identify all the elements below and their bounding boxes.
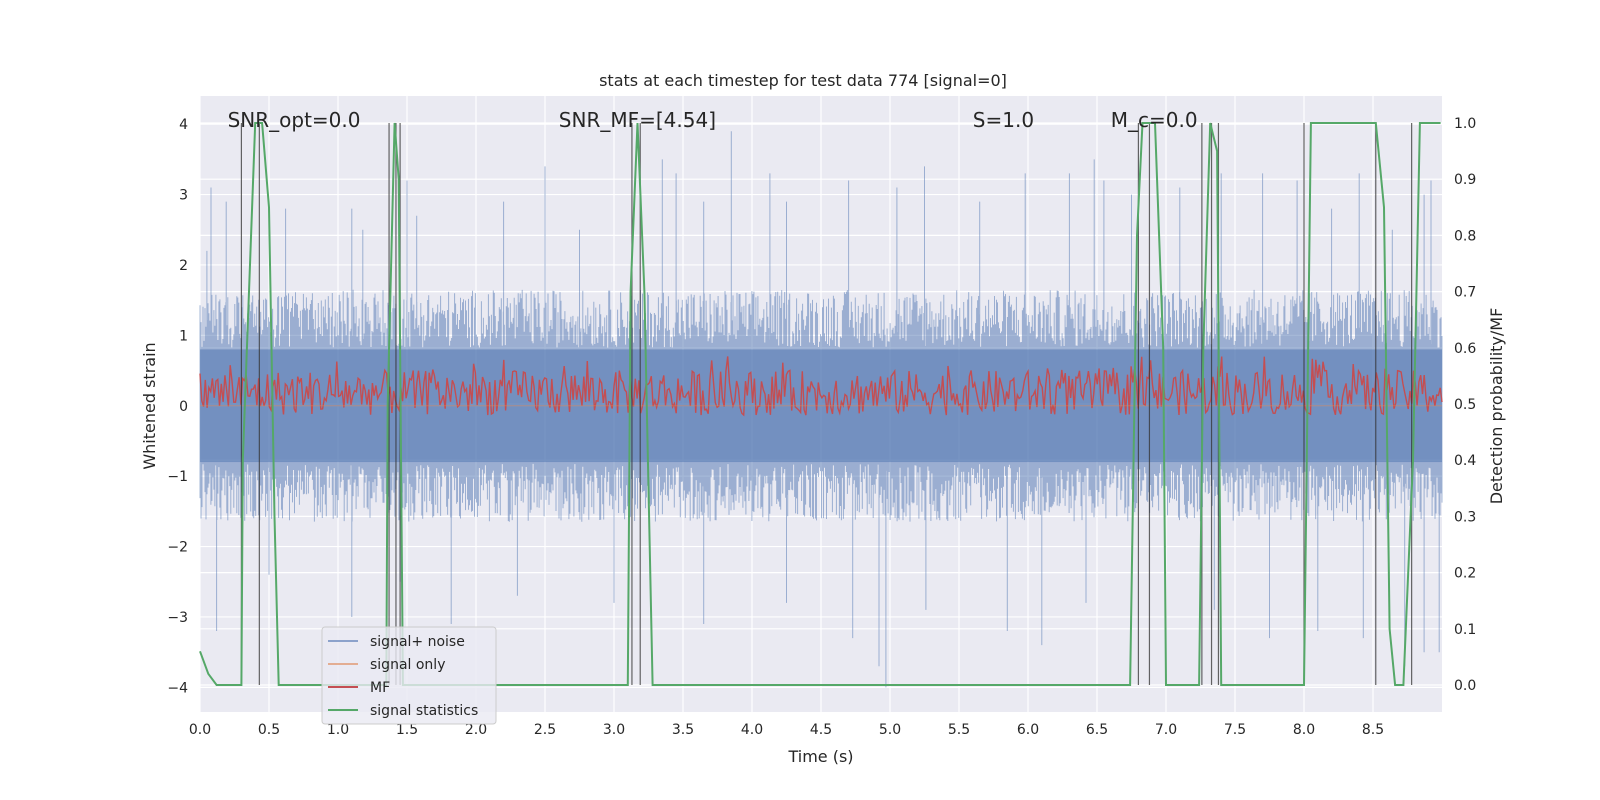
y-right-tick-label: 0.6: [1454, 341, 1476, 357]
legend-box: [321, 626, 497, 725]
y-right-tick-label: 0.8: [1454, 228, 1476, 244]
x-tick-label: 1.5: [396, 722, 418, 738]
annotation-s: S=1.0: [973, 108, 1034, 132]
annotation-snr-opt: SNR_opt=0.0: [228, 108, 361, 132]
x-tick-label: 6.5: [1086, 722, 1108, 738]
x-tick-label: 7.0: [1155, 722, 1177, 738]
y-right-tick-label: 0.4: [1454, 453, 1476, 469]
y-right-tick-label: 0.1: [1454, 622, 1476, 638]
x-axis-ticks: 0.0 0.5 1.0 1.5 2.0 2.5 3.0 3.5 4.0 4.5 5.0 5.5 6.0 6…: [189, 722, 1384, 738]
y-tick-label: −4: [167, 680, 188, 696]
y-right-tick-label: 0.5: [1454, 397, 1476, 413]
y-axis-label-right: Detection probability/MF: [1487, 308, 1506, 505]
series-mf: [199, 356, 1443, 417]
x-tick-label: 7.5: [1224, 722, 1246, 738]
x-tick-label: 4.5: [810, 722, 832, 738]
legend: signal+ noise signal only MF signal statist…: [321, 626, 497, 725]
x-tick-label: 1.0: [327, 722, 349, 738]
y-tick-label: 3: [179, 188, 188, 204]
x-tick-label: 0.0: [189, 722, 211, 738]
y-tick-label: 2: [179, 258, 188, 274]
signal-statistics-line: [199, 122, 1441, 686]
x-tick-label: 2.0: [465, 722, 487, 738]
legend-label: signal statistics: [370, 703, 478, 719]
y-axis-ticks-right: 0.0 0.1 0.2 0.3 0.4 0.5 0.6 0.7 0.8 0.9 1.0: [1454, 116, 1476, 694]
y-tick-label: 4: [179, 117, 188, 133]
annotations: SNR_opt=0.0 SNR_MF=[4.54] S=1.0 M_c=0.0: [228, 108, 1198, 132]
chart-title: stats at each timestep for test data 774…: [599, 71, 1007, 90]
legend-label: signal only: [370, 657, 445, 673]
y-axis-label-left: Whitened strain: [140, 342, 159, 469]
x-tick-label: 4.0: [741, 722, 763, 738]
x-axis-label: Time (s): [787, 747, 853, 766]
x-tick-label: 3.5: [672, 722, 694, 738]
x-tick-label: 6.0: [1017, 722, 1039, 738]
y-right-tick-label: 1.0: [1454, 116, 1476, 132]
x-tick-label: 0.5: [258, 722, 280, 738]
y-axis-ticks-left: −4 −3 −2 −1 0 1 2 3 4: [167, 117, 188, 696]
legend-label: MF: [370, 680, 390, 696]
x-tick-label: 2.5: [534, 722, 556, 738]
y-right-tick-label: 0.7: [1454, 285, 1476, 301]
y-right-tick-label: 0.3: [1454, 509, 1476, 525]
mf-line: [199, 356, 1443, 417]
annotation-snr-mf: SNR_MF=[4.54]: [559, 108, 716, 132]
y-tick-label: −3: [167, 610, 188, 626]
x-tick-label: 8.5: [1362, 722, 1384, 738]
y-tick-label: 0: [179, 399, 188, 415]
y-tick-label: 1: [179, 328, 188, 344]
y-right-tick-label: 0.0: [1454, 678, 1476, 694]
y-right-tick-label: 0.9: [1454, 172, 1476, 188]
x-tick-label: 8.0: [1293, 722, 1315, 738]
x-tick-label: 5.5: [948, 722, 970, 738]
y-right-tick-label: 0.2: [1454, 566, 1476, 582]
annotation-mc: M_c=0.0: [1111, 108, 1198, 132]
y-tick-label: −1: [167, 469, 188, 485]
series-signal-statistics: [199, 122, 1441, 686]
x-tick-label: 3.0: [603, 722, 625, 738]
y-tick-label: −2: [167, 540, 188, 556]
legend-label: signal+ noise: [370, 634, 465, 650]
x-tick-label: 5.0: [879, 722, 901, 738]
